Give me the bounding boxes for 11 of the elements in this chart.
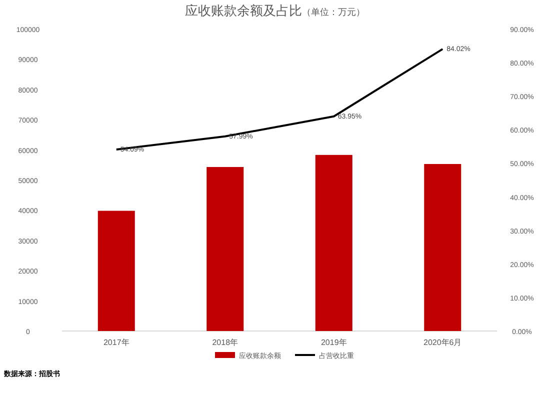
x-tick-label: 2018年 [212, 338, 238, 347]
chart-subtitle: （单位：万元） [302, 7, 365, 17]
chart-title: 应收账款余额及占比 [185, 3, 302, 18]
x-tick-label: 2017年 [103, 338, 130, 347]
line-series [115, 48, 444, 150]
bar [315, 154, 352, 331]
bar [98, 210, 135, 331]
x-tick-label: 2019年 [320, 338, 347, 347]
bar [424, 164, 462, 331]
x-tick-label: 2020年6月 [424, 338, 462, 347]
bar [206, 167, 244, 331]
